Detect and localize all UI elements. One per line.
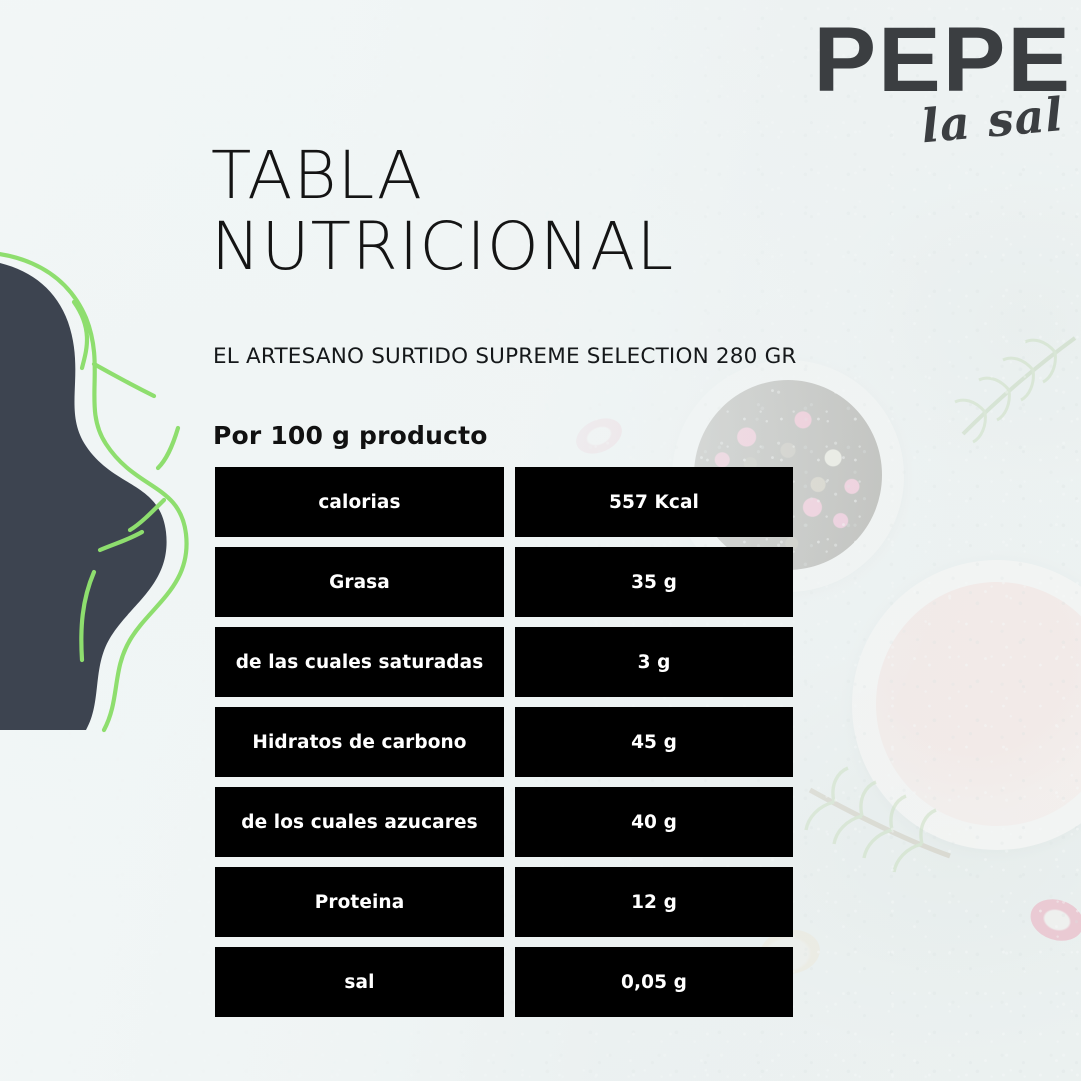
blob-shape [0, 263, 167, 730]
table-row: Hidratos de carbono 45 g [215, 707, 793, 777]
decorative-blob [0, 232, 220, 733]
nutrient-label: Grasa [215, 547, 504, 617]
brand-logo: PEPE la sal [813, 9, 1072, 153]
nutrient-label: de las cuales saturadas [215, 627, 504, 697]
page-title-line-1: TABLA [211, 137, 423, 214]
table-row: calorias 557 Kcal [215, 467, 793, 537]
brand-name: PEPE [813, 9, 1072, 111]
blob-green-lines [0, 252, 189, 733]
product-name: EL ARTESANO SURTIDO SUPREME SELECTION 28… [213, 344, 797, 369]
nutrient-label: de los cuales azucares [215, 787, 504, 857]
table-row: sal 0,05 g [215, 947, 793, 1017]
page-title-line-2: NUTRICIONAL [211, 208, 675, 286]
nutrient-value: 40 g [515, 787, 793, 857]
nutrient-value: 0,05 g [515, 947, 793, 1017]
nutrient-value: 35 g [515, 547, 793, 617]
nutrient-label: Proteina [215, 867, 504, 937]
nutrient-value: 557 Kcal [515, 467, 793, 537]
nutrition-table: calorias 557 Kcal Grasa 35 g de las cual… [215, 467, 793, 1017]
table-row: Grasa 35 g [215, 547, 793, 617]
nutrient-value: 45 g [515, 707, 793, 777]
nutrient-label: Hidratos de carbono [215, 707, 504, 777]
table-row: de las cuales saturadas 3 g [215, 627, 793, 697]
table-row: Proteina 12 g [215, 867, 793, 937]
serving-basis-label: Por 100 g producto [213, 421, 488, 450]
nutrient-label: calorias [215, 467, 504, 537]
table-row: de los cuales azucares 40 g [215, 787, 793, 857]
page-title: TABLA NUTRICIONAL [211, 140, 674, 283]
nutrient-value: 3 g [515, 627, 793, 697]
nutrient-label: sal [215, 947, 504, 1017]
nutrient-value: 12 g [515, 867, 793, 937]
